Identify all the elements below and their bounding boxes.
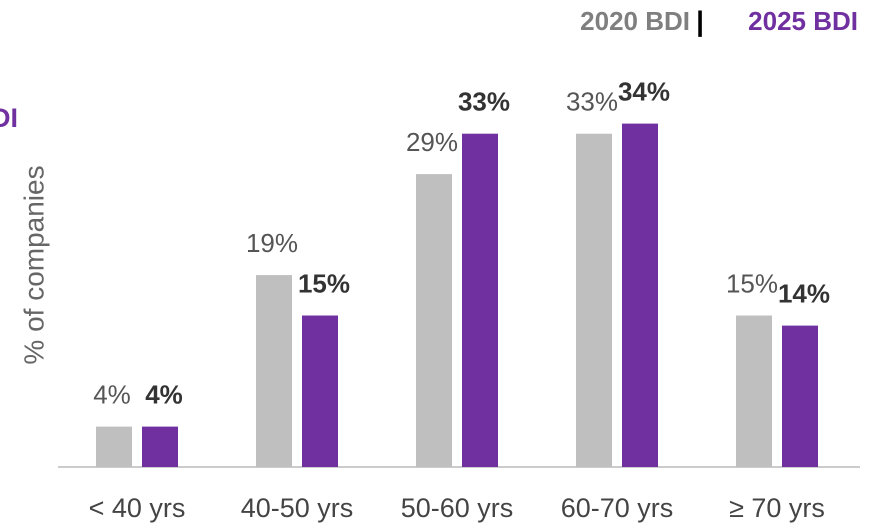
y-axis-label: % of companies [18,165,49,364]
data-label: 29% [406,127,458,157]
legend-separator: | [696,5,704,36]
bar [462,133,498,467]
x-tick-label: < 40 yrs [89,493,186,523]
legend-label: 2025 BDI [748,6,858,36]
bar [302,315,338,467]
data-label: 4% [145,379,183,409]
data-label: 15% [298,268,350,298]
data-label: 34% [618,76,670,106]
x-tick-label: 50-60 yrs [401,493,514,523]
bar [96,426,132,467]
bar [736,315,772,467]
annotation: DI [0,103,18,133]
legend-label: 2020 BDI [580,6,690,36]
bar [416,174,452,467]
data-label: 33% [458,87,510,117]
x-tick-label: 60-70 yrs [561,493,674,523]
data-label: 19% [246,228,298,258]
data-label: 4% [93,379,131,409]
data-label: 33% [566,87,618,117]
bar [782,325,818,467]
bar [576,133,612,467]
data-label: 15% [726,268,778,298]
bar [142,426,178,467]
data-label: 14% [778,278,830,308]
bar [256,275,292,467]
x-tick-label: ≥ 70 yrs [729,493,825,523]
bar [622,123,658,467]
x-tick-label: 40-50 yrs [241,493,354,523]
